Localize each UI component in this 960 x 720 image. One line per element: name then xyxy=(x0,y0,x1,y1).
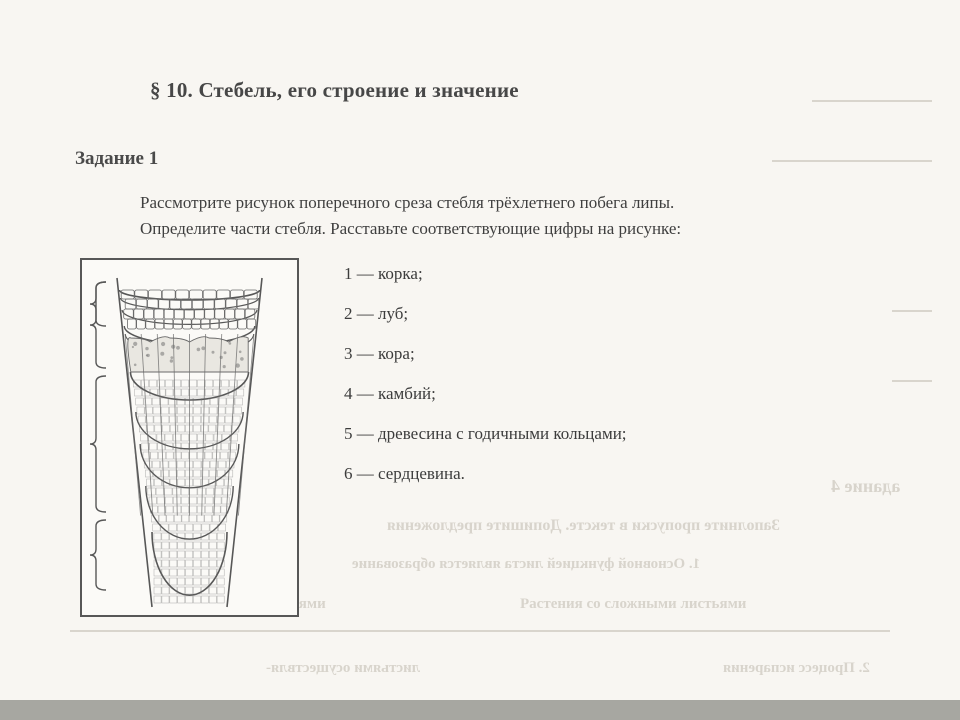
legend-item-6: 6 — сердцевина. xyxy=(344,464,627,484)
legend-list: 1 — корка; 2 — луб; 3 — кора; 4 — камбий… xyxy=(344,258,627,504)
rule-line xyxy=(812,100,932,102)
legend-item-4: 4 — камбий; xyxy=(344,384,627,404)
section-title: § 10. Стебель, его строение и значение xyxy=(150,78,519,103)
task-instructions: Рассмотрите рисунок поперечного среза ст… xyxy=(140,190,880,241)
legend-item-3: 3 — кора; xyxy=(344,344,627,364)
rule-line xyxy=(772,160,932,162)
stem-cross-section-figure xyxy=(80,258,299,617)
bottom-bar xyxy=(0,700,960,720)
task-title: Задание 1 xyxy=(75,148,158,170)
ghost-text: 2. Процесс испарения xyxy=(723,660,870,677)
legend-item-2: 2 — луб; xyxy=(344,304,627,324)
worksheet-page: адание 4 Заполните пропуски в тексте. До… xyxy=(0,0,960,720)
legend-item-1: 1 — корка; xyxy=(344,264,627,284)
task-line-1: Рассмотрите рисунок поперечного среза ст… xyxy=(140,193,674,212)
rule-line xyxy=(70,630,890,632)
content-row: 1 — корка; 2 — луб; 3 — кора; 4 — камбий… xyxy=(80,258,900,617)
task-line-2: Определите части стебля. Расставьте соот… xyxy=(140,219,681,238)
legend-item-5: 5 — древесина с годичными кольцами; xyxy=(344,424,627,444)
ghost-text: листьями осуществля- xyxy=(266,660,420,677)
